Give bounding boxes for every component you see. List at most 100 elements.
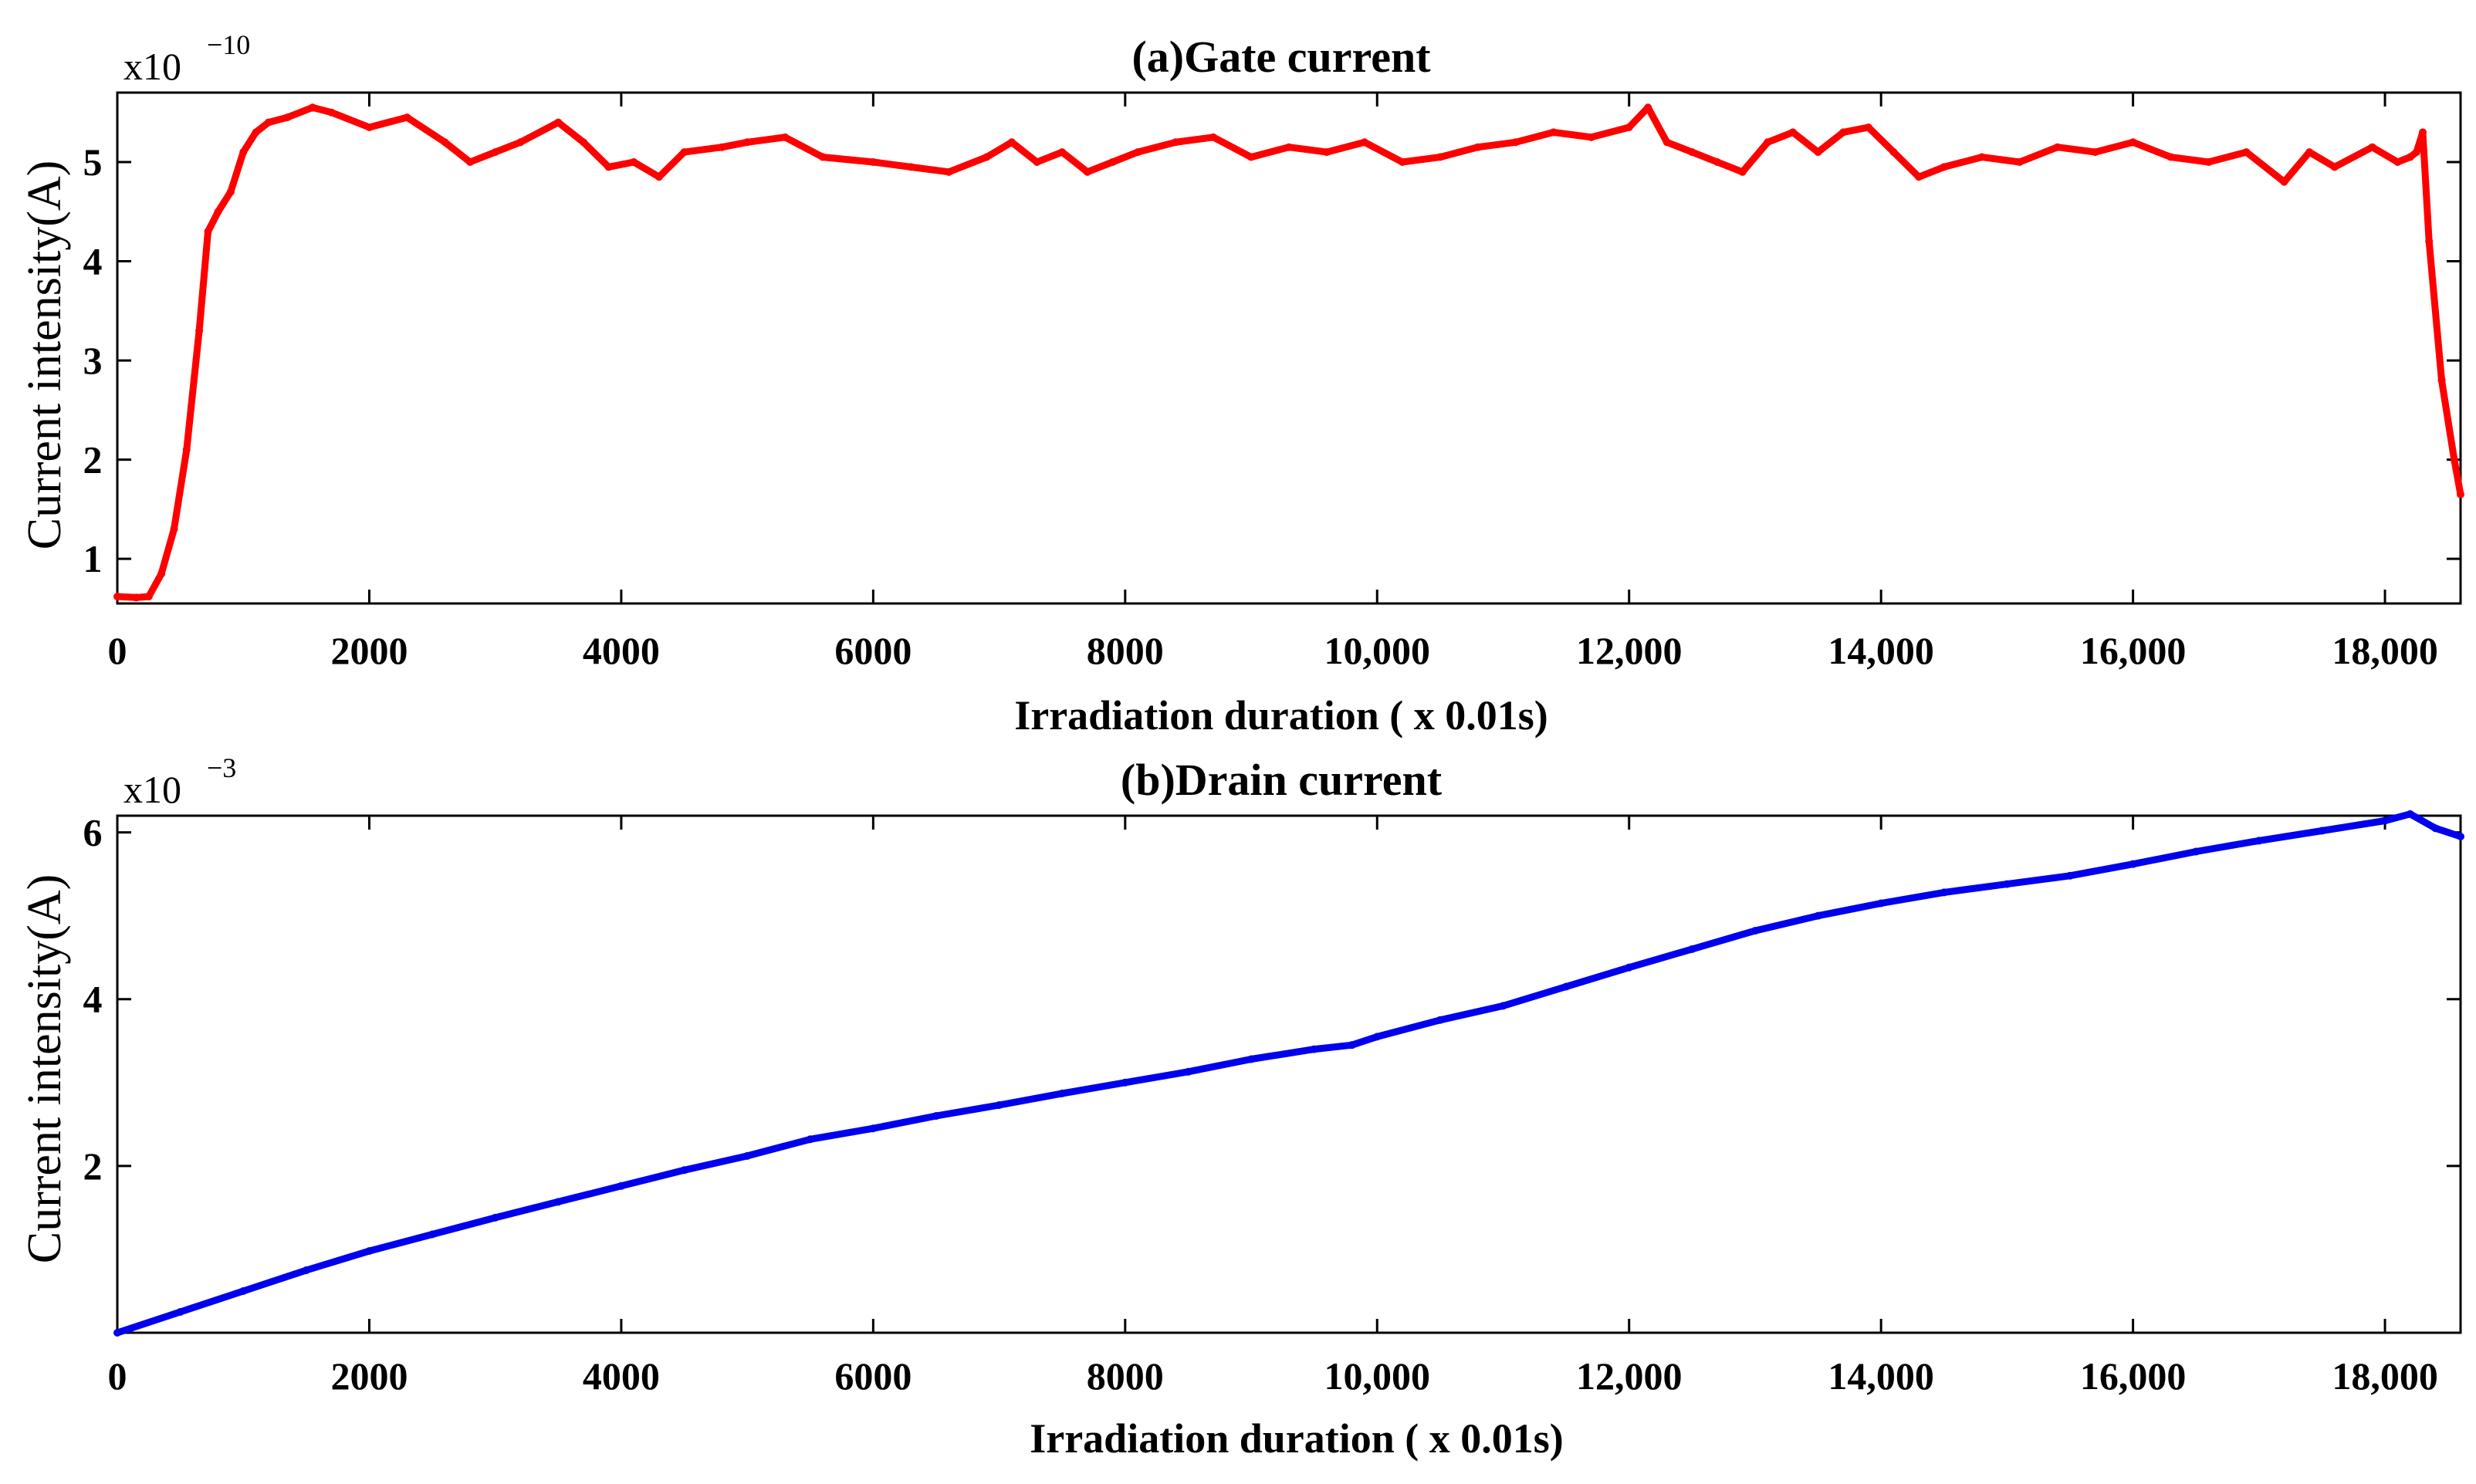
- data-point: [2457, 833, 2464, 841]
- data-point: [302, 1266, 310, 1274]
- data-point: [491, 1213, 499, 1222]
- data-point: [1663, 138, 1671, 147]
- x-tick-label: 12,000: [1576, 629, 1683, 672]
- data-point: [365, 123, 374, 131]
- data-point: [1977, 153, 1986, 161]
- data-point: [2204, 157, 2213, 166]
- plot-frame: [116, 814, 2462, 1334]
- data-point: [604, 163, 613, 171]
- data-point: [264, 118, 272, 127]
- x-tick-label: 4000: [583, 629, 660, 672]
- plot-frame: [116, 91, 2462, 605]
- data-point: [1007, 138, 1016, 147]
- data-point: [2437, 376, 2446, 384]
- data-point: [2412, 148, 2420, 157]
- data-point: [1360, 138, 1368, 147]
- data-point: [132, 593, 140, 602]
- x-tick-label: 18,000: [2332, 629, 2438, 672]
- data-point: [2280, 177, 2288, 186]
- data-point: [2003, 880, 2011, 888]
- data-point: [1184, 1067, 1192, 1076]
- data-point: [907, 163, 915, 171]
- x-tick-label: 14,000: [1828, 629, 1934, 672]
- drain-current-panel: (b)Drain current x10 −3 Current intensit…: [19, 752, 2464, 1462]
- data-point: [2129, 138, 2137, 147]
- x-tick-label: 6000: [834, 1354, 912, 1398]
- data-point: [554, 1198, 563, 1206]
- data-point: [1562, 982, 1571, 991]
- data-point: [144, 593, 153, 601]
- x-tick-label: 8000: [1087, 1354, 1164, 1398]
- chart-title: (a)Gate current: [1131, 32, 1431, 82]
- data-point: [2431, 824, 2440, 833]
- data-point: [781, 133, 790, 141]
- y-multiplier-exponent: −3: [207, 752, 236, 783]
- data-point: [2305, 148, 2314, 157]
- y-tick-label: 3: [83, 339, 103, 382]
- data-point: [491, 148, 499, 157]
- data-point: [579, 138, 587, 147]
- data-point: [1499, 1002, 1507, 1010]
- data-point: [157, 570, 166, 578]
- gate-current-panel: (a)Gate current x10 −10 Current intensit…: [19, 29, 2464, 739]
- chart-title: (b)Drain current: [1121, 755, 1443, 805]
- data-point: [1644, 103, 1652, 112]
- data-point: [1764, 138, 1772, 147]
- data-point: [204, 227, 212, 235]
- y-axis-label: Current intensity(A): [19, 161, 71, 550]
- y-tick-label: 2: [83, 438, 103, 482]
- y-tick-label: 2: [83, 1144, 103, 1188]
- data-point: [1108, 157, 1117, 166]
- data-point: [239, 1286, 248, 1295]
- data-point: [2368, 143, 2376, 151]
- data-point: [1436, 1016, 1444, 1024]
- data-point: [195, 326, 204, 335]
- data-point: [113, 593, 121, 601]
- data-point: [327, 108, 336, 117]
- y-tick-label: 5: [83, 140, 103, 184]
- data-point: [1134, 148, 1142, 157]
- x-axis-label: Irradiation duration ( x 0.01s): [1014, 692, 1548, 739]
- data-point: [1587, 133, 1595, 141]
- data-point: [113, 1329, 121, 1337]
- x-tick-label: 14,000: [1828, 1354, 1934, 1398]
- data-point: [1058, 148, 1067, 157]
- data-point: [2242, 148, 2251, 157]
- data-point: [995, 1100, 1003, 1109]
- data-point: [1310, 1045, 1318, 1053]
- y-tick-label: 6: [83, 811, 103, 854]
- data-point: [1814, 911, 1822, 920]
- data-point: [2406, 810, 2414, 818]
- data-point: [2330, 163, 2339, 171]
- y-tick-label: 4: [83, 978, 103, 1021]
- data-point: [428, 1230, 437, 1239]
- data-point: [1247, 1055, 1256, 1063]
- data-point: [1713, 157, 1721, 166]
- data-point: [1398, 157, 1406, 166]
- data-point: [2419, 128, 2427, 137]
- data-point: [214, 208, 222, 216]
- data-point: [226, 188, 235, 196]
- x-axis-label: Irradiation duration ( x 0.01s): [1030, 1415, 1564, 1462]
- data-point: [743, 138, 752, 147]
- data-point: [309, 103, 316, 112]
- x-tick-label: 10,000: [1324, 629, 1431, 672]
- plot-area: 0 2000 4000 6000 8000 10,000 12,000 14,000 16,00…: [83, 91, 2464, 672]
- data-point: [2450, 455, 2458, 464]
- y-multiplier: x10: [123, 45, 181, 88]
- data-point: [1473, 143, 1482, 151]
- plot-area: 0 2000 4000 6000 8000 10,000 12,000 14,000 16,00…: [83, 810, 2464, 1398]
- data-point: [170, 525, 178, 533]
- data-point: [516, 138, 525, 147]
- data-point: [932, 1112, 940, 1121]
- data-point: [945, 167, 953, 176]
- data-point: [1839, 128, 1848, 137]
- data-point: [2166, 153, 2175, 161]
- data-point: [718, 143, 726, 151]
- data-point: [630, 157, 638, 166]
- x-tick-label: 0: [108, 1354, 127, 1398]
- data-point: [2015, 157, 2024, 166]
- data-point: [2254, 837, 2263, 845]
- data-point: [869, 157, 878, 166]
